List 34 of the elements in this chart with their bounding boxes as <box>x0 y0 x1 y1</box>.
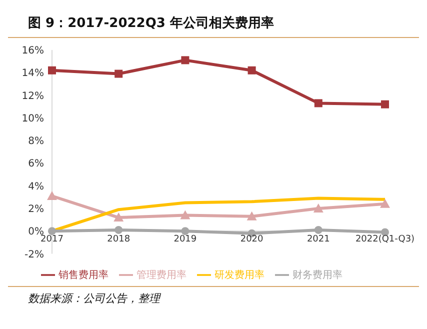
y-tick-label: 2% <box>28 204 44 216</box>
x-tick-label: 2022(Q1-Q3) <box>355 234 415 245</box>
point <box>181 56 190 64</box>
y-tick-label: 12% <box>22 90 44 102</box>
y-tick-label: 8% <box>28 136 44 148</box>
y-tick-label: 4% <box>28 181 44 192</box>
legend-label: 管理费用率 <box>136 270 186 281</box>
point <box>380 198 390 208</box>
point <box>381 100 389 108</box>
point <box>248 66 256 74</box>
point <box>114 70 123 78</box>
point <box>47 191 57 200</box>
chart-title: 图 9：2017-2022Q3 年公司相关费用率 <box>28 14 274 32</box>
y-tick-label: 14% <box>22 68 44 80</box>
x-tick-label: 2020 <box>240 234 264 245</box>
source-note: 数据来源：公司公告，整理 <box>28 291 160 306</box>
point <box>180 210 190 220</box>
point <box>114 226 123 234</box>
legend-label: 财务费用率 <box>292 270 342 281</box>
y-tick-label: 6% <box>28 158 44 170</box>
point <box>48 66 56 74</box>
y-tick-label: 16% <box>22 46 44 57</box>
point <box>314 226 322 234</box>
point <box>114 212 124 222</box>
y-tick-label: 10% <box>22 113 44 124</box>
point <box>246 211 257 220</box>
legend-label: 研发费用率 <box>214 270 264 281</box>
legend-label: 销售费用率 <box>58 270 108 281</box>
y-tick-label: -2% <box>24 249 44 260</box>
x-tick-label: 2021 <box>306 234 330 245</box>
point <box>314 99 322 108</box>
point <box>313 203 324 212</box>
x-tick-label: 2018 <box>107 234 130 245</box>
x-tick-label: 2019 <box>174 234 197 245</box>
